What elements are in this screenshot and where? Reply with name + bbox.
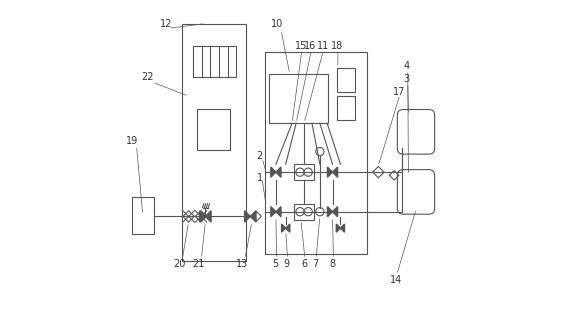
Polygon shape xyxy=(200,211,205,222)
Text: 4: 4 xyxy=(404,61,410,71)
Text: 5: 5 xyxy=(273,259,279,269)
Polygon shape xyxy=(244,211,250,222)
Text: 11: 11 xyxy=(317,41,329,51)
Text: 10: 10 xyxy=(271,19,284,28)
Polygon shape xyxy=(250,211,256,222)
Text: 3: 3 xyxy=(404,74,410,84)
Text: 21: 21 xyxy=(192,259,204,269)
Polygon shape xyxy=(336,224,340,232)
Text: 15: 15 xyxy=(295,41,307,51)
Text: 16: 16 xyxy=(304,41,316,51)
Bar xyxy=(183,24,246,261)
Polygon shape xyxy=(205,211,211,222)
Bar xyxy=(269,74,328,123)
Bar xyxy=(294,204,315,219)
Text: 2: 2 xyxy=(257,151,263,161)
Text: 17: 17 xyxy=(393,86,405,97)
Polygon shape xyxy=(332,167,337,177)
Bar xyxy=(132,197,154,234)
Polygon shape xyxy=(328,167,332,177)
Text: 13: 13 xyxy=(236,259,248,269)
Text: 19: 19 xyxy=(125,136,138,145)
Text: 12: 12 xyxy=(160,19,173,28)
Polygon shape xyxy=(276,207,281,217)
Bar xyxy=(337,68,354,92)
Text: 1: 1 xyxy=(257,174,263,183)
Polygon shape xyxy=(286,224,290,232)
Text: 14: 14 xyxy=(390,275,402,285)
Text: 18: 18 xyxy=(331,41,344,51)
Text: 7: 7 xyxy=(312,259,318,269)
Polygon shape xyxy=(340,224,345,232)
Polygon shape xyxy=(282,224,286,232)
Text: 8: 8 xyxy=(329,259,336,269)
Polygon shape xyxy=(276,167,281,177)
Text: 6: 6 xyxy=(301,259,307,269)
Text: 22: 22 xyxy=(141,72,154,82)
Bar xyxy=(197,109,230,150)
Bar xyxy=(337,96,354,120)
Text: 9: 9 xyxy=(284,259,290,269)
Bar xyxy=(265,52,367,254)
Polygon shape xyxy=(271,207,276,217)
Polygon shape xyxy=(328,207,332,217)
Polygon shape xyxy=(271,167,276,177)
Polygon shape xyxy=(332,207,337,217)
Bar xyxy=(193,46,236,77)
Text: 20: 20 xyxy=(173,259,185,269)
Bar xyxy=(294,164,315,180)
